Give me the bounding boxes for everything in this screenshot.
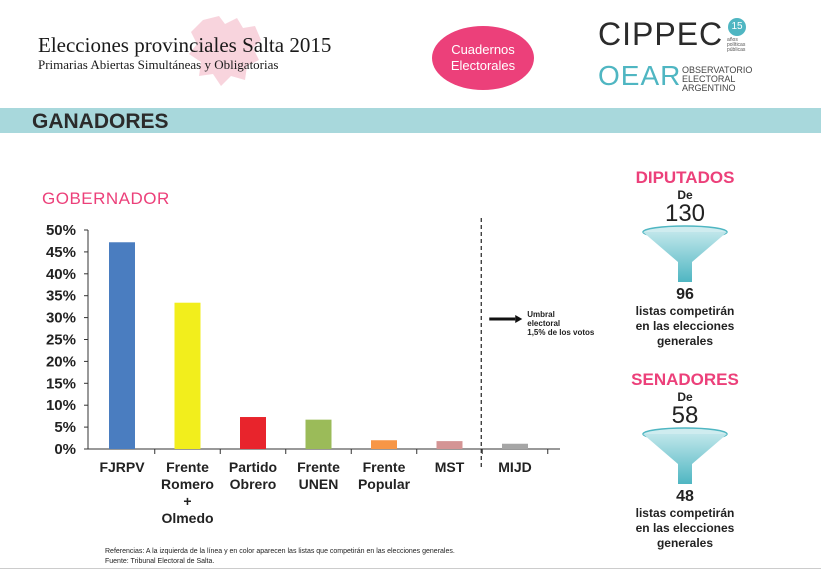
- y-tick-label: 15%: [46, 375, 76, 392]
- funnel-icon: [642, 427, 728, 484]
- y-tick-label: 0%: [54, 441, 76, 458]
- diputados-heading: DIPUTADOS: [635, 168, 735, 187]
- section-band: [0, 108, 821, 133]
- diputados-text-2: en las elecciones: [635, 319, 735, 333]
- x-tick-label: Romero: [161, 476, 214, 492]
- y-tick-label: 45%: [46, 244, 76, 261]
- senadores-heading: SENADORES: [631, 370, 739, 389]
- x-tick-label: Frente: [297, 459, 340, 475]
- x-tick-label: Partido: [229, 459, 277, 475]
- senadores-result: 48: [676, 488, 694, 505]
- diputados-panel: DIPUTADOS De 130 96 listas competirán en…: [600, 168, 770, 349]
- badge-line-2: Electorales: [450, 58, 516, 73]
- x-tick-label: Popular: [358, 476, 411, 492]
- bar: [436, 441, 463, 449]
- section-band-label: GANADORES: [32, 110, 169, 133]
- x-tick-label: UNEN: [299, 476, 339, 492]
- x-tick-label: FJRPV: [99, 459, 145, 475]
- page-subtitle: Primarias Abiertas Simultáneas y Obligat…: [38, 57, 279, 72]
- cippec-years-label: años: [727, 37, 738, 43]
- footnote-referencias: Referencias: A la izquierda de la línea …: [105, 548, 455, 555]
- oear-line-2: ELECTORAL: [682, 74, 736, 84]
- chart-title: GOBERNADOR: [42, 189, 170, 208]
- x-tick-label: Frente: [363, 459, 406, 475]
- footnote: Referencias: A la izquierda de la línea …: [105, 547, 455, 567]
- senadores-de: De: [677, 390, 693, 404]
- threshold-label: 1,5% de los votos: [527, 328, 595, 337]
- senadores-panel: SENADORES De 58 48 listas competirán en …: [600, 370, 770, 551]
- salta-map-shape: [189, 16, 261, 86]
- y-tick-label: 5%: [54, 419, 76, 436]
- x-tick-label: Olmedo: [161, 510, 213, 526]
- threshold-label: Umbral: [527, 310, 555, 319]
- bar: [240, 417, 266, 449]
- cippec-years-badge: 15: [728, 18, 746, 36]
- x-tick-label: MST: [435, 459, 465, 475]
- x-tick-label: Obrero: [230, 476, 277, 492]
- cippec-logo: CIPPEC: [598, 16, 724, 52]
- oear-tagline: OBSERVATORIO ELECTORAL ARGENTINO: [682, 66, 752, 93]
- threshold-label: electoral: [527, 319, 560, 328]
- oear-line-3: ARGENTINO: [682, 83, 736, 93]
- x-tick-label: MIJD: [498, 459, 531, 475]
- x-tick-label: Frente: [166, 459, 209, 475]
- bottom-divider: [0, 568, 821, 569]
- gobernador-bar-chart: 0% 5% 10% 15% 20% 25% 30% 35% 40% 45% 50% FJRPV Fren…: [46, 218, 595, 526]
- bar: [502, 443, 528, 449]
- y-tick-label: 50%: [46, 222, 76, 239]
- cuadernos-electorales-badge: Cuadernos Electorales: [432, 26, 534, 90]
- senadores-text-3: generales: [656, 536, 714, 550]
- funnel-icon: [642, 225, 728, 282]
- y-tick-label: 40%: [46, 266, 76, 283]
- badge-line-1: Cuadernos: [451, 42, 515, 57]
- bar: [174, 302, 201, 449]
- senadores-text-2: en las elecciones: [635, 521, 735, 535]
- y-tick-label: 35%: [46, 288, 76, 305]
- bar: [371, 440, 397, 449]
- threshold-arrow-head: [515, 315, 523, 323]
- y-tick-label: 25%: [46, 332, 76, 349]
- diputados-text-1: listas competirán: [635, 304, 735, 318]
- senadores-text-1: listas competirán: [635, 506, 735, 520]
- diputados-de: De: [677, 188, 693, 202]
- bar: [109, 242, 135, 449]
- cippec-tagline-text: políticas públicas: [727, 42, 746, 53]
- oear-logo: OEAR: [598, 60, 682, 91]
- cippec-tagline: años políticas públicas: [727, 38, 753, 53]
- senadores-total: 58: [671, 402, 699, 429]
- y-tick-label: 20%: [46, 353, 76, 370]
- diputados-total: 130: [664, 200, 706, 227]
- diputados-result: 96: [676, 286, 694, 303]
- x-tick-label: +: [183, 493, 191, 509]
- y-tick-label: 10%: [46, 397, 76, 414]
- bar: [305, 419, 332, 449]
- page-title: Elecciones provinciales Salta 2015: [38, 33, 332, 57]
- y-tick-label: 30%: [46, 310, 76, 327]
- footnote-fuente: Fuente: Tribunal Electoral de Salta.: [105, 558, 215, 565]
- diputados-text-3: generales: [656, 334, 714, 348]
- oear-line-1: OBSERVATORIO: [682, 65, 753, 75]
